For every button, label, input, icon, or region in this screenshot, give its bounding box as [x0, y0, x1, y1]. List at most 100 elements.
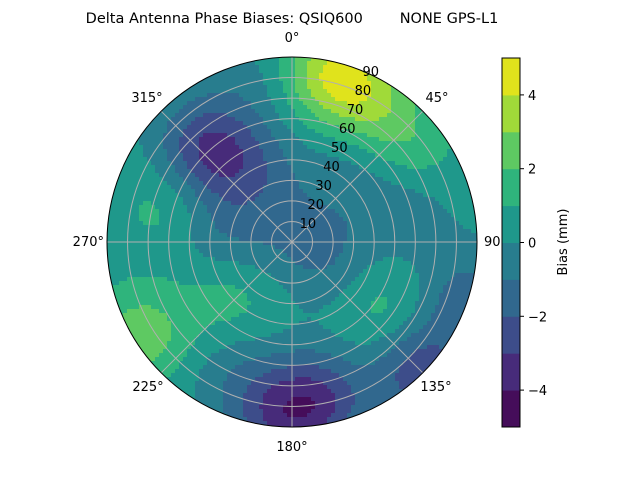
- contour-cell: [295, 249, 300, 254]
- contour-cell: [179, 261, 184, 266]
- contour-cell: [147, 301, 152, 306]
- contour-cell: [383, 153, 388, 158]
- contour-cell: [387, 157, 392, 162]
- contour-cell: [391, 269, 396, 274]
- contour-cell: [447, 249, 452, 254]
- contour-cell: [339, 297, 344, 302]
- contour-cell: [231, 241, 236, 246]
- contour-cell: [335, 197, 340, 202]
- contour-cell: [223, 205, 228, 210]
- contour-cell: [179, 165, 184, 170]
- contour-cell: [443, 225, 448, 230]
- contour-cell: [243, 181, 248, 186]
- contour-cell: [431, 237, 436, 242]
- contour-cell: [167, 273, 172, 278]
- contour-cell: [363, 105, 368, 110]
- contour-cell: [419, 293, 424, 298]
- contour-cell: [163, 173, 168, 178]
- contour-cell: [319, 93, 324, 98]
- contour-cell: [435, 177, 440, 182]
- contour-cell: [219, 257, 224, 262]
- contour-cell: [243, 297, 248, 302]
- contour-cell: [219, 185, 224, 190]
- contour-cell: [183, 245, 188, 250]
- contour-cell: [343, 205, 348, 210]
- contour-cell: [251, 185, 256, 190]
- contour-cell: [231, 249, 236, 254]
- contour-cell: [399, 261, 404, 266]
- contour-cell: [207, 197, 212, 202]
- contour-cell: [211, 241, 216, 246]
- contour-cell: [255, 301, 260, 306]
- contour-cell: [151, 249, 156, 254]
- contour-cell: [471, 217, 476, 222]
- contour-cell: [119, 233, 124, 238]
- contour-cell: [171, 221, 176, 226]
- contour-cell: [167, 257, 172, 262]
- contour-cell: [227, 253, 232, 258]
- contour-cell: [231, 165, 236, 170]
- contour-cell: [311, 149, 316, 154]
- contour-cell: [319, 253, 324, 258]
- contour-cell: [335, 253, 340, 258]
- contour-cell: [327, 269, 332, 274]
- contour-cell: [283, 273, 288, 278]
- contour-cell: [207, 277, 212, 282]
- contour-cell: [227, 237, 232, 242]
- contour-cell: [295, 129, 300, 134]
- contour-cell: [179, 265, 184, 270]
- contour-cell: [275, 285, 280, 290]
- contour-cell: [211, 169, 216, 174]
- contour-cell: [107, 225, 112, 230]
- contour-cell: [367, 249, 372, 254]
- contour-cell: [231, 229, 236, 234]
- contour-cell: [359, 113, 364, 118]
- contour-cell: [119, 189, 124, 194]
- contour-cell: [475, 233, 477, 238]
- contour-cell: [183, 125, 188, 130]
- contour-cell: [259, 181, 264, 186]
- contour-cell: [207, 205, 212, 210]
- contour-cell: [191, 241, 196, 246]
- contour-cell: [195, 101, 200, 106]
- contour-cell: [391, 233, 396, 238]
- contour-cell: [459, 209, 464, 214]
- contour-cell: [411, 273, 416, 278]
- contour-cell: [151, 153, 156, 158]
- contour-cell: [179, 121, 184, 126]
- contour-cell: [111, 285, 116, 290]
- contour-cell: [167, 281, 172, 286]
- contour-cell: [295, 201, 300, 206]
- contour-cell: [271, 213, 276, 218]
- contour-cell: [475, 209, 477, 214]
- contour-cell: [323, 293, 328, 298]
- contour-cell: [135, 153, 140, 158]
- contour-cell: [331, 297, 336, 302]
- contour-cell: [211, 277, 216, 282]
- contour-cell: [311, 181, 316, 186]
- contour-cell: [311, 273, 316, 278]
- contour-cell: [347, 189, 352, 194]
- contour-cell: [199, 93, 204, 98]
- contour-cell: [287, 121, 292, 126]
- contour-cell: [199, 301, 204, 306]
- contour-cell: [263, 237, 268, 242]
- contour-cell: [215, 153, 220, 158]
- contour-cell: [331, 85, 336, 90]
- contour-cell: [327, 305, 332, 310]
- contour-cell: [367, 285, 372, 290]
- contour-cell: [379, 181, 384, 186]
- contour-cell: [459, 297, 464, 302]
- contour-cell: [211, 221, 216, 226]
- contour-cell: [403, 125, 408, 130]
- contour-cell: [143, 229, 148, 234]
- contour-cell: [423, 245, 428, 250]
- contour-cell: [403, 285, 408, 290]
- contour-cell: [359, 93, 364, 98]
- contour-cell: [147, 197, 152, 202]
- contour-cell: [359, 205, 364, 210]
- contour-cell: [115, 285, 120, 290]
- contour-cell: [251, 301, 256, 306]
- contour-cell: [391, 245, 396, 250]
- contour-cell: [363, 97, 368, 102]
